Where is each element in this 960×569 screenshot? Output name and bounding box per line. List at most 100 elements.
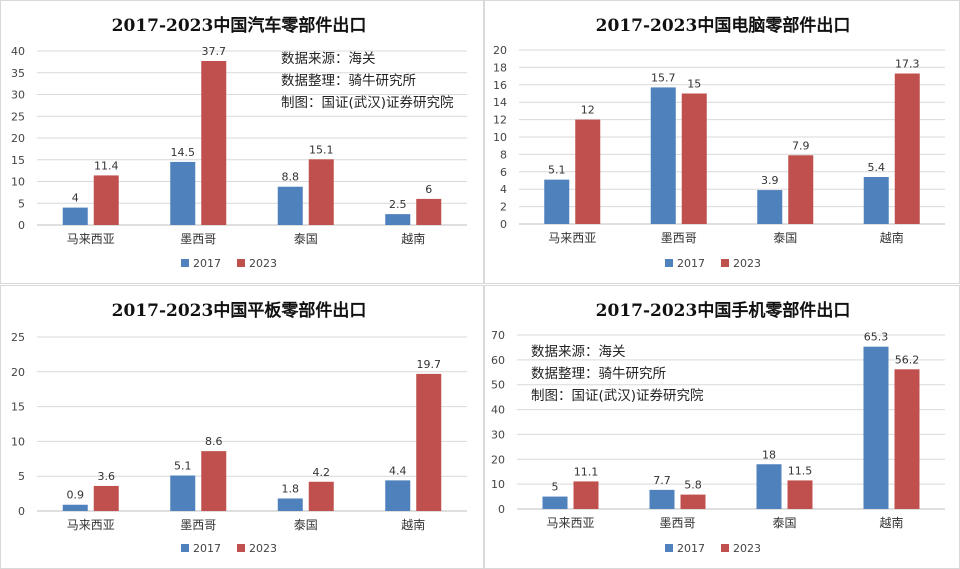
y-tick-label: 5: [18, 470, 25, 483]
bar-2023: [787, 480, 813, 509]
y-tick-label: 10: [491, 478, 505, 491]
y-tick-label: 5: [18, 197, 25, 210]
x-tick-label: 越南: [401, 517, 425, 532]
legend-label: 2023: [249, 257, 277, 270]
bar-2023: [201, 61, 227, 225]
data-label: 6: [425, 183, 432, 196]
data-label: 5.4: [868, 161, 886, 174]
x-tick-label: 泰国: [773, 231, 797, 245]
y-tick-label: 16: [493, 79, 507, 92]
legend: 2017 2023: [665, 542, 761, 555]
chart-panel-auto-parts: 2017-2023中国汽车零部件出口 0 5 10 15 20 25 30 35 40 4 11.4 马…: [0, 0, 484, 284]
source-note-line: 数据来源：海关: [281, 51, 376, 67]
data-label: 15: [687, 78, 701, 91]
bar-2023: [894, 369, 920, 509]
data-label: 0.9: [67, 489, 85, 502]
x-tick-label: 墨西哥: [180, 232, 216, 246]
chart-title: 2017-2023中国电脑零部件出口: [596, 15, 851, 36]
bar-2017: [170, 475, 196, 511]
bar-chart: 2017-2023中国平板零部件出口 0 5 10 15 20 25 0.9 3.6 马来西亚 5.…: [11, 300, 467, 555]
bar-2017: [544, 179, 570, 224]
chart-title: 2017-2023中国平板零部件出口: [112, 300, 367, 321]
y-tick-label: 50: [491, 379, 505, 392]
data-label: 11.5: [788, 464, 813, 477]
bar-2023: [93, 485, 119, 511]
source-note-line: 数据来源：海关: [531, 344, 626, 360]
legend-label: 2023: [733, 257, 761, 270]
y-tick-label: 60: [491, 354, 505, 367]
y-tick-label: 0: [18, 505, 25, 518]
data-label: 56.2: [895, 353, 920, 366]
bar-2017: [170, 161, 196, 225]
data-label: 5: [552, 481, 559, 494]
bar-2017: [62, 504, 88, 511]
y-tick-label: 20: [11, 366, 25, 379]
legend-swatch: [181, 544, 189, 552]
bar-2023: [93, 175, 119, 225]
chart-panel-tablet-parts: 2017-2023中国平板零部件出口 0 5 10 15 20 25 0.9 3.6 马来西亚 5.…: [0, 285, 484, 569]
legend-swatch: [181, 259, 189, 267]
y-tick-label: 12: [493, 114, 507, 127]
x-tick-label: 越南: [879, 515, 903, 530]
chart-title: 2017-2023中国汽车零部件出口: [112, 15, 367, 36]
legend-swatch: [237, 544, 245, 552]
y-tick-label: 10: [11, 176, 25, 189]
y-tick-label: 25: [11, 331, 25, 344]
y-tick-label: 15: [11, 154, 25, 167]
data-label: 11.1: [574, 465, 599, 478]
data-label: 11.4: [94, 159, 119, 172]
data-label: 7.9: [792, 139, 810, 152]
data-label: 3.6: [98, 470, 116, 483]
x-tick-label: 马来西亚: [67, 518, 115, 532]
data-label: 2.5: [389, 198, 407, 211]
y-tick-label: 30: [11, 89, 25, 102]
data-label: 15.1: [309, 143, 334, 156]
bar-2017: [863, 177, 889, 224]
bar-2023: [416, 373, 442, 511]
data-label: 14.5: [171, 146, 196, 159]
x-tick-label: 泰国: [294, 518, 318, 532]
data-label: 3.9: [761, 174, 779, 187]
x-tick-label: 墨西哥: [661, 231, 697, 245]
bar-chart: 2017-2023中国电脑零部件出口 0 2 4 6 8 10 12 14 16 18 20 5.1 12…: [493, 15, 945, 270]
y-tick-label: 35: [11, 67, 25, 80]
y-tick-label: 8: [500, 148, 507, 161]
data-label: 65.3: [864, 331, 889, 344]
data-label: 5.1: [548, 164, 566, 177]
bar-2023: [201, 451, 227, 511]
source-note-line: 制图：国证(武汉)证券研究院: [281, 95, 454, 111]
x-tick-label: 马来西亚: [548, 231, 596, 245]
bar-chart: 2017-2023中国手机零部件出口 0 10 20 30 40 50 60 70 5 11.1 马来…: [491, 300, 945, 555]
data-label: 5.1: [174, 460, 192, 473]
data-label: 5.8: [684, 479, 702, 492]
legend-swatch: [665, 259, 673, 267]
y-tick-label: 40: [11, 45, 25, 58]
data-label: 4.2: [313, 466, 331, 479]
bar-chart: 2017-2023中国汽车零部件出口 0 5 10 15 20 25 30 35 40 4 11.4 马…: [11, 15, 467, 270]
data-label: 37.7: [202, 45, 227, 58]
y-tick-label: 15: [11, 401, 25, 414]
legend: 2017 2023: [181, 542, 277, 555]
bar-2017: [757, 190, 783, 224]
bar-2023: [416, 198, 442, 225]
bar-2023: [681, 93, 707, 224]
y-tick-label: 18: [493, 61, 507, 74]
legend-label: 2023: [249, 542, 277, 555]
y-tick-label: 0: [18, 219, 25, 232]
chart-title: 2017-2023中国手机零部件出口: [596, 300, 851, 321]
chart-panel-phone-parts: 2017-2023中国手机零部件出口 0 10 20 30 40 50 60 70 5 11.1 马来…: [484, 285, 960, 569]
bar-2017: [542, 496, 568, 509]
source-note-line: 制图：国证(武汉)证券研究院: [531, 388, 704, 404]
legend-label: 2017: [193, 542, 221, 555]
data-label: 1.8: [282, 482, 300, 495]
x-tick-label: 马来西亚: [546, 516, 594, 530]
y-tick-label: 30: [491, 428, 505, 441]
x-tick-label: 马来西亚: [67, 232, 115, 246]
data-label: 8.8: [282, 171, 300, 184]
source-note-line: 数据整理：骑牛研究所: [281, 73, 416, 89]
data-label: 17.3: [895, 57, 920, 70]
bar-2023: [573, 481, 599, 509]
y-tick-label: 25: [11, 110, 25, 123]
